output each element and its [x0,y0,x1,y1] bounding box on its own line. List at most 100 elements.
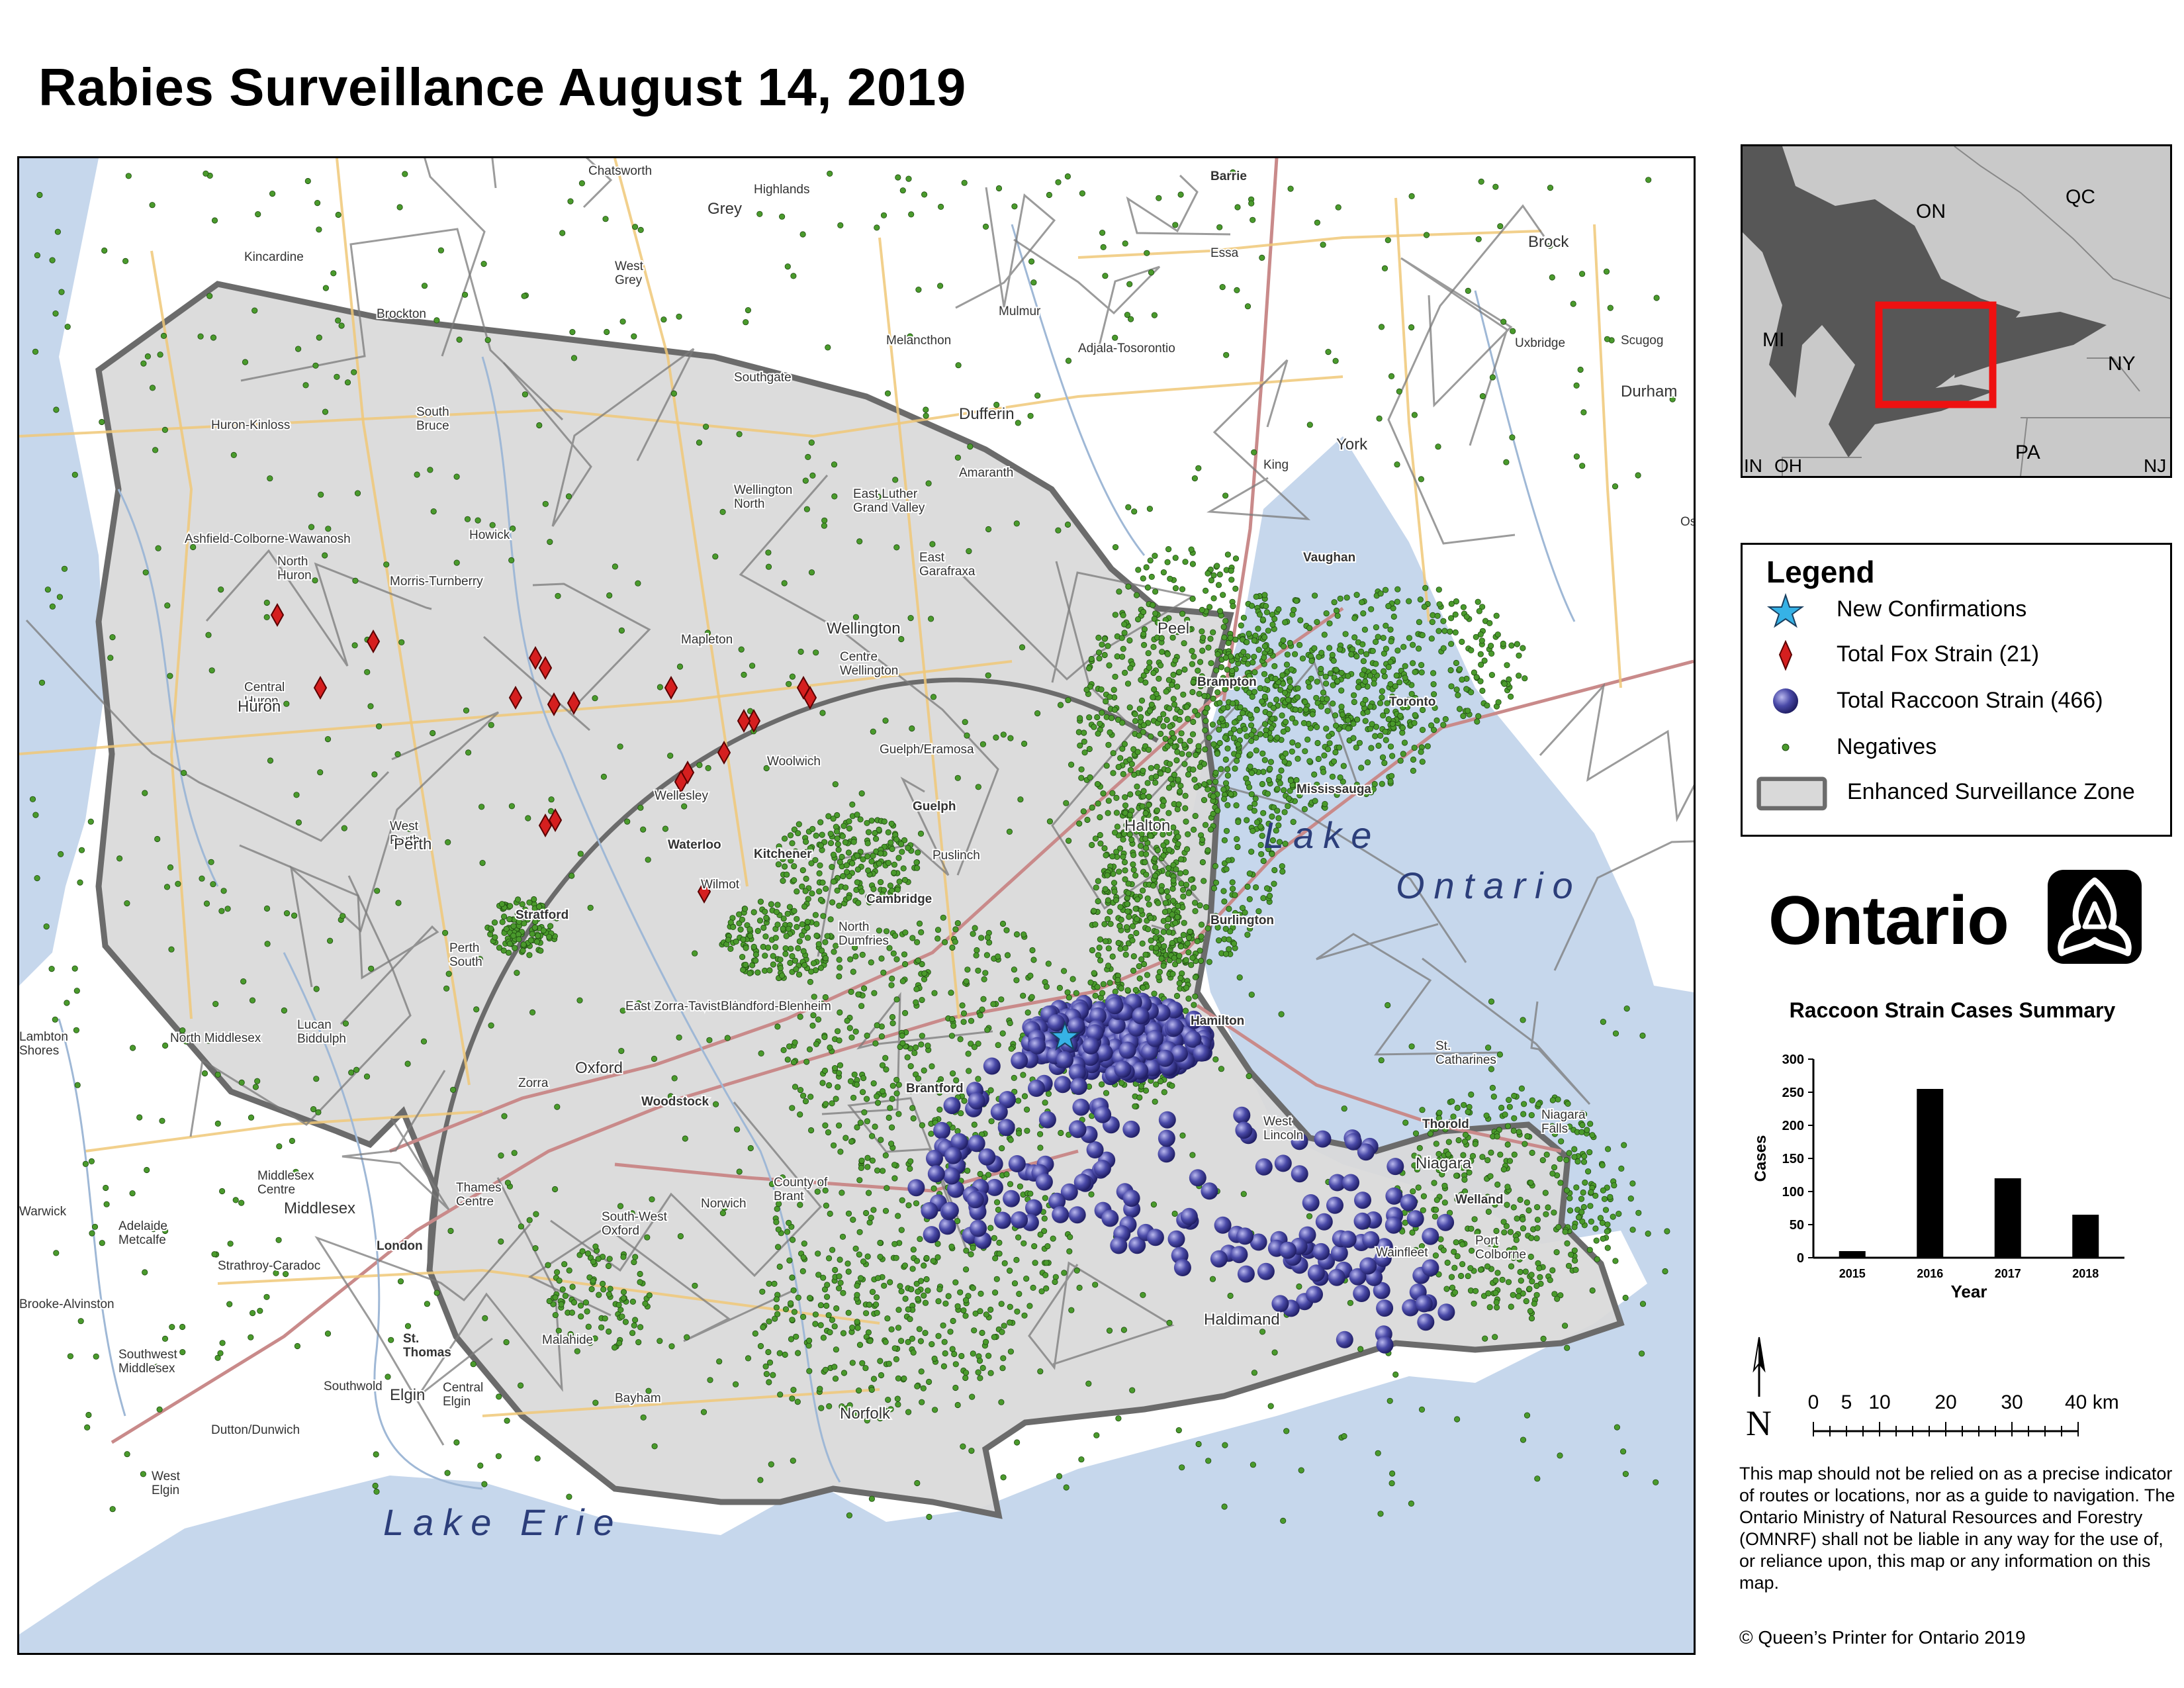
negative-dot [1267,892,1273,900]
negative-dot [1412,1130,1420,1137]
negative-dot [1081,738,1087,745]
negative-dot [752,951,760,958]
negative-dot [1353,744,1359,751]
negative-dot [1499,1276,1506,1284]
negative-dot [831,1142,837,1149]
negative-dot [351,369,357,375]
negative-dot [1198,921,1205,928]
negative-dot [968,1448,975,1454]
negative-dot [839,1233,846,1240]
negative-dot [1481,657,1488,664]
negative-dot [991,1235,997,1241]
negative-dot [739,954,746,961]
negative-dot [982,223,989,230]
negative-dot [152,447,159,453]
negative-dot [794,1399,801,1405]
negative-dot [1236,727,1243,734]
negative-dot [1639,1032,1646,1039]
negative-dot [1614,1424,1620,1430]
main-map[interactable]: Chatsworth Grey Highlands Barrie Kincardine W… [17,156,1696,1655]
negative-dot [1078,774,1085,781]
negative-dot [552,1312,559,1319]
negative-dot [1321,752,1328,759]
place-label: Adjala-Tosorontio [1078,342,1175,355]
negative-dot [1383,645,1389,652]
negative-dot [954,1303,961,1309]
boundary-line [341,1070,450,1211]
negative-dot [312,577,318,584]
negative-dot [1163,688,1169,695]
negative-dot [979,1329,985,1336]
map-canvas[interactable]: ChatsworthGreyHighlandsBarrieKincardineW… [19,158,1694,1653]
negative-dot [1158,936,1165,943]
negative-dot [736,1168,743,1175]
negative-dot [214,1354,221,1361]
negative-dot [1293,598,1300,604]
negative-dot [899,1032,905,1039]
negative-dot [273,1270,279,1276]
negative-dot [788,1300,794,1307]
negative-dot [1177,856,1185,863]
negative-dot [893,996,900,1003]
negative-dot [484,337,491,344]
negative-dot [162,1227,169,1235]
negative-dot [1534,1225,1541,1231]
negative-dot [1178,880,1185,887]
negative-dot [889,845,895,853]
negative-dot [1208,660,1214,667]
negative-dot [504,1180,512,1186]
negative-dot [1253,707,1260,714]
negative-dot [1179,751,1185,757]
negative-dot [1333,607,1340,614]
negative-dot [1469,1247,1475,1254]
negative-dot [1073,1267,1080,1274]
negative-dot [1132,872,1139,879]
negative-dot [217,1350,224,1356]
negative-dot [1232,555,1240,562]
inset-locator-map[interactable]: ON QC MI NY PA IN OH NJ [1741,144,2172,478]
raccoon-case [1146,1029,1164,1047]
negative-dot [1433,1197,1440,1203]
negative-dot [855,991,862,998]
negative-dot [1213,667,1220,674]
negative-dot [1232,585,1239,592]
negative-dot [1333,722,1340,729]
negative-dot [716,1358,723,1365]
negative-dot [1387,659,1394,665]
negative-dot [1130,852,1137,859]
negative-dot [1627,1196,1634,1202]
negative-dot [529,931,535,937]
negative-dot [760,924,767,931]
negative-dot [858,888,865,895]
negative-dot [1246,896,1253,903]
negative-dot [1594,1256,1600,1262]
negative-dot [1099,710,1105,716]
negative-dot [1312,798,1318,804]
negative-dot [1189,688,1196,696]
negative-dot [850,839,857,845]
negative-dot [1394,586,1401,592]
negative-dot [1359,599,1365,606]
negative-dot [926,1513,933,1521]
negative-dot [736,431,743,438]
negative-dot [738,498,745,504]
negative-dot [868,1215,874,1221]
negative-dot [254,1078,261,1084]
negative-dot [842,1135,849,1141]
negative-dot [799,231,806,238]
negative-dot [825,1129,832,1136]
negative-dot [1161,943,1167,950]
negative-dot [629,1330,636,1336]
place-label: Peel [1158,620,1189,637]
negative-dot [1107,729,1113,736]
negative-dot [1338,687,1345,694]
negative-dot [1199,859,1206,866]
negative-dot [1475,598,1481,605]
negative-dot [1553,1249,1560,1256]
negative-dot [915,1288,921,1295]
negative-dot [1330,700,1336,707]
negative-dot [1140,608,1147,616]
negative-dot [827,170,833,177]
negative-dot [901,876,909,883]
negative-dot [58,851,64,858]
